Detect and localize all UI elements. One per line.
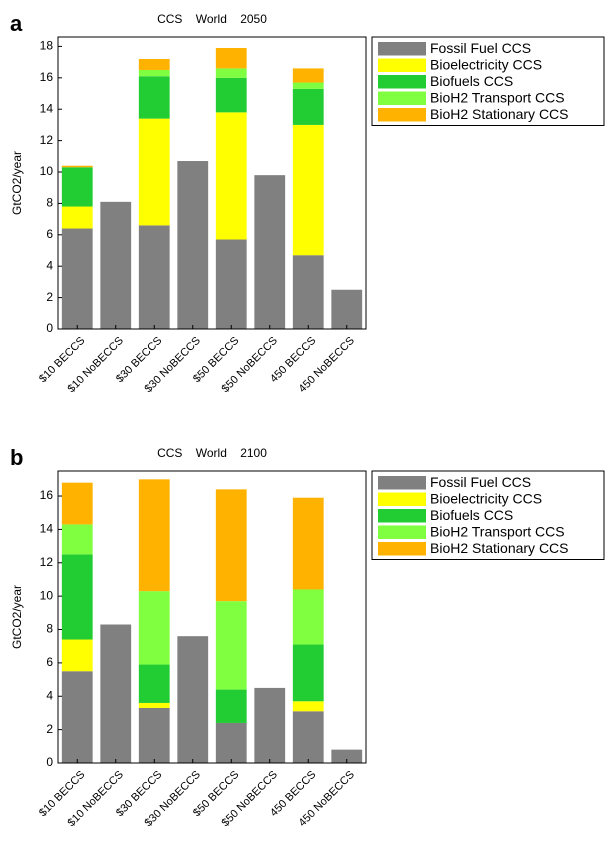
bar-segment [138, 664, 170, 703]
y-tick-label: 8 [46, 622, 53, 636]
bar-segment [215, 239, 247, 329]
bar-segment [61, 165, 93, 168]
y-tick-label: 4 [46, 688, 53, 702]
bar-segment [292, 589, 324, 645]
bar-segment [215, 47, 247, 69]
bar-segment [177, 161, 209, 329]
bar-segment [292, 255, 324, 329]
bar-segment [292, 82, 324, 89]
bar-segment [138, 702, 170, 708]
plot-frame [57, 470, 367, 764]
bar-segment [215, 77, 247, 113]
y-tick-label: 14 [40, 522, 54, 536]
plot-frame [57, 36, 367, 330]
bar-segment [138, 707, 170, 763]
panel-label: b [10, 445, 23, 470]
legend-label: Fossil Fuel CCS [430, 474, 531, 490]
bar-segment [292, 711, 324, 763]
y-tick-label: 12 [40, 133, 54, 147]
chart-title: CCS World 2050 [157, 12, 267, 26]
bar-segment [292, 124, 324, 256]
bar-segment [254, 175, 286, 329]
y-tick-label: 2 [46, 722, 53, 736]
bar-segment [100, 201, 132, 329]
bar-segment [138, 225, 170, 329]
y-tick-label: 10 [40, 588, 54, 602]
bar-segment [61, 206, 93, 229]
legend-swatch [378, 492, 426, 506]
bar-segment [61, 482, 93, 525]
bar-segment [292, 68, 324, 83]
bar-segment [138, 69, 170, 77]
legend-label: Bioelectricity CCS [430, 490, 542, 506]
bar-segment [61, 639, 93, 672]
legend-swatch [378, 91, 426, 105]
legend-swatch [378, 509, 426, 523]
bar-segment [215, 722, 247, 763]
y-tick-label: 0 [46, 755, 53, 769]
bar-segment [331, 289, 363, 329]
bar-segment [61, 228, 93, 329]
y-tick-label: 10 [40, 164, 54, 178]
bar-segment [254, 687, 286, 763]
y-tick-label: 18 [40, 39, 54, 53]
bar-segment [331, 749, 363, 763]
legend-label: Bioelectricity CCS [430, 56, 542, 72]
y-tick-label: 4 [46, 258, 53, 272]
bar-segment [61, 671, 93, 763]
bar-segment [215, 489, 247, 602]
legend-swatch [378, 58, 426, 72]
legend-swatch [378, 108, 426, 122]
bar-segment [61, 167, 93, 207]
bar-segment [138, 58, 170, 70]
y-tick-label: 6 [46, 227, 53, 241]
legend-label: BioH2 Transport CCS [430, 89, 565, 105]
legend-swatch [378, 542, 426, 556]
legend-label: BioH2 Transport CCS [430, 523, 565, 539]
legend-label: BioH2 Stationary CCS [430, 540, 569, 556]
legend-label: Biofuels CCS [430, 73, 513, 89]
bar-segment [215, 112, 247, 240]
legend-label: Fossil Fuel CCS [430, 40, 531, 56]
legend-swatch [378, 525, 426, 539]
y-tick-label: 8 [46, 196, 53, 210]
bar-segment [100, 624, 132, 763]
bar-segment [61, 524, 93, 555]
y-tick-label: 12 [40, 555, 54, 569]
bar-segment [138, 591, 170, 665]
y-tick-label: 6 [46, 655, 53, 669]
bar-segment [292, 701, 324, 712]
bar-segment [215, 68, 247, 78]
legend-label: Biofuels CCS [430, 507, 513, 523]
y-tick-label: 16 [40, 70, 54, 84]
bar-segment [138, 479, 170, 592]
y-tick-label: 0 [46, 321, 53, 335]
panel-label: a [10, 11, 23, 36]
y-tick-label: 2 [46, 290, 53, 304]
legend-swatch [378, 476, 426, 490]
bar-segment [292, 497, 324, 590]
bar-segment [215, 601, 247, 690]
bar-segment [138, 118, 170, 226]
bar-segment [292, 88, 324, 125]
bar-segment [61, 554, 93, 640]
y-tick-label: 14 [40, 101, 54, 115]
bar-segment [215, 689, 247, 723]
y-axis-label: GtCO2/year [10, 585, 24, 649]
y-tick-label: 16 [40, 488, 54, 502]
legend-swatch [378, 42, 426, 56]
chart-title: CCS World 2100 [157, 446, 267, 460]
bar-segment [138, 76, 170, 119]
legend-label: BioH2 Stationary CCS [430, 106, 569, 122]
bar-segment [177, 636, 209, 763]
bar-segment [292, 644, 324, 702]
y-axis-label: GtCO2/year [10, 151, 24, 215]
legend-swatch [378, 75, 426, 89]
